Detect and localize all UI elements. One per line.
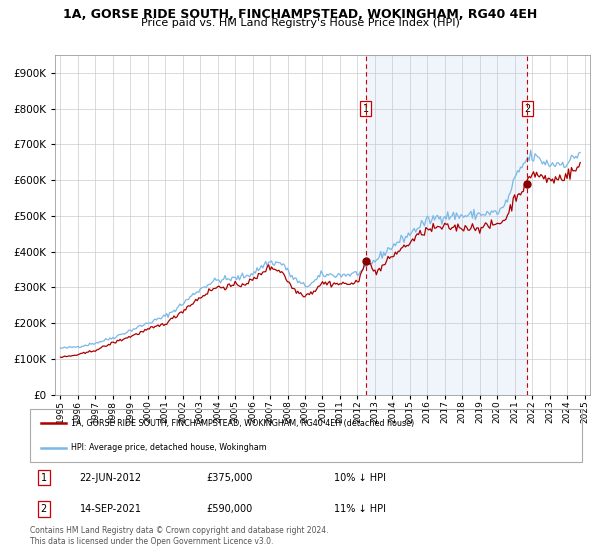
Text: £375,000: £375,000 [206, 473, 253, 483]
Text: 10% ↓ HPI: 10% ↓ HPI [334, 473, 386, 483]
Text: 2: 2 [41, 504, 47, 514]
Text: 1A, GORSE RIDE SOUTH, FINCHAMPSTEAD, WOKINGHAM, RG40 4EH: 1A, GORSE RIDE SOUTH, FINCHAMPSTEAD, WOK… [63, 8, 537, 21]
Text: 11% ↓ HPI: 11% ↓ HPI [334, 504, 386, 514]
Text: 1: 1 [362, 104, 369, 114]
Text: £590,000: £590,000 [206, 504, 253, 514]
Text: 1A, GORSE RIDE SOUTH, FINCHAMPSTEAD, WOKINGHAM, RG40 4EH (detached house): 1A, GORSE RIDE SOUTH, FINCHAMPSTEAD, WOK… [71, 419, 415, 428]
Text: 14-SEP-2021: 14-SEP-2021 [80, 504, 142, 514]
Bar [365, 55, 527, 395]
Text: Price paid vs. HM Land Registry's House Price Index (HPI): Price paid vs. HM Land Registry's House … [140, 18, 460, 29]
Text: HPI: Average price, detached house, Wokingham: HPI: Average price, detached house, Woki… [71, 443, 267, 452]
Text: 1: 1 [41, 473, 47, 483]
Text: 22-JUN-2012: 22-JUN-2012 [80, 473, 142, 483]
Text: Contains HM Land Registry data © Crown copyright and database right 2024.
This d: Contains HM Land Registry data © Crown c… [30, 526, 329, 546]
Text: 2: 2 [524, 104, 530, 114]
